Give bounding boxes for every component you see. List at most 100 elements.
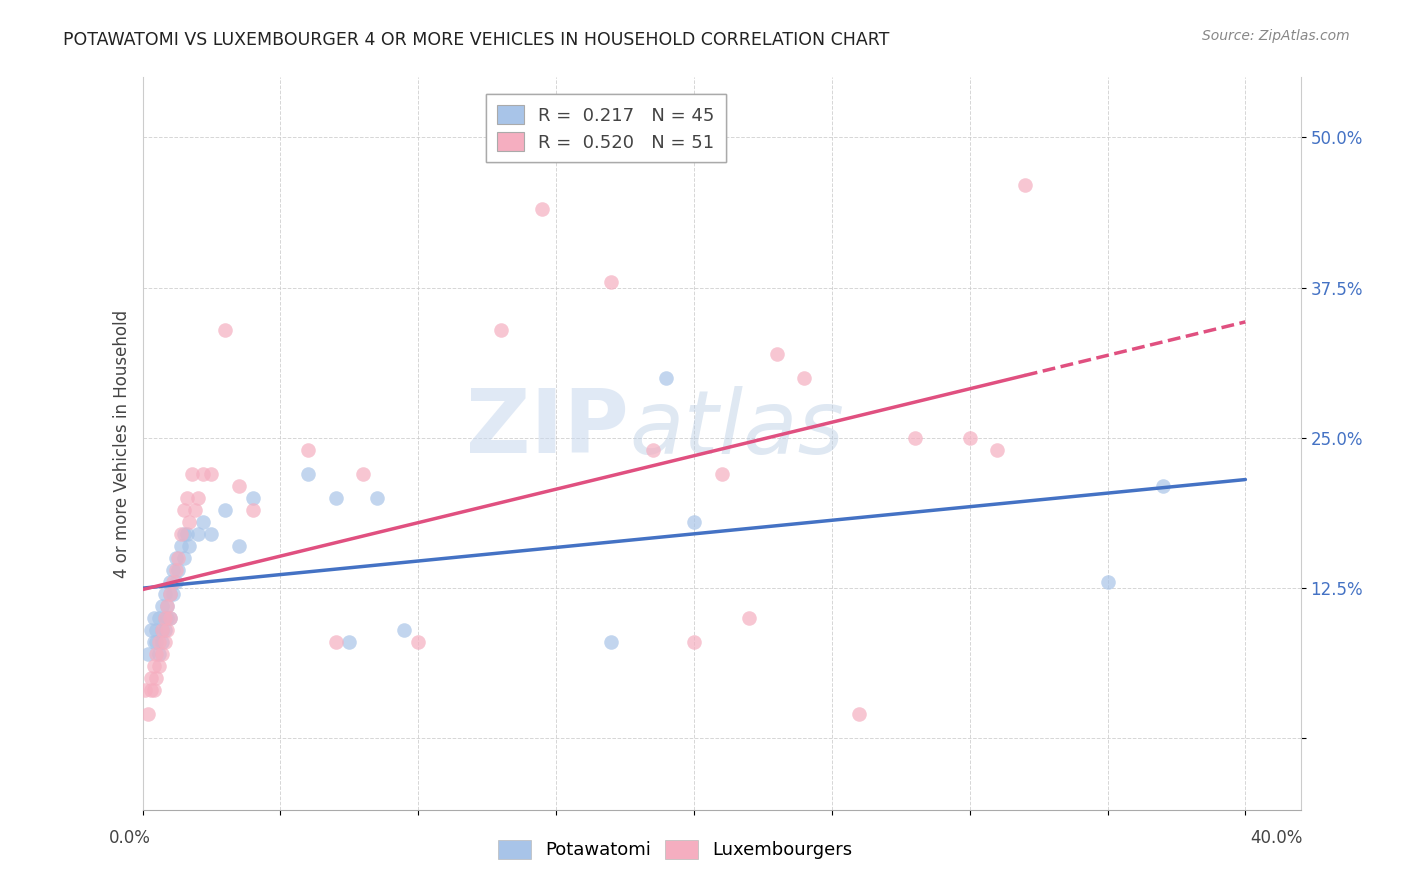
Point [173, 526, 195, 541]
Point [148, 610, 170, 624]
Point [150, 647, 173, 661]
Point [148, 647, 170, 661]
Point [187, 491, 209, 505]
Point [153, 623, 176, 637]
Point [145, 623, 167, 637]
Point [765, 346, 787, 360]
Point [142, 658, 165, 673]
Point [228, 539, 250, 553]
Point [242, 491, 264, 505]
Point [228, 478, 250, 492]
Point [134, 682, 156, 697]
Point [297, 442, 319, 457]
Point [159, 586, 181, 600]
Point [136, 647, 159, 661]
Point [150, 599, 173, 613]
Point [142, 610, 165, 624]
Point [170, 526, 193, 541]
Point [903, 431, 925, 445]
Point [1097, 574, 1119, 589]
Point [297, 467, 319, 481]
Point [153, 586, 176, 600]
Point [531, 202, 554, 217]
Point [181, 467, 204, 481]
Point [325, 634, 347, 648]
Point [325, 491, 347, 505]
Point [136, 706, 159, 721]
Point [193, 515, 215, 529]
Point [600, 275, 623, 289]
Point [156, 623, 179, 637]
Point [793, 370, 815, 384]
Point [170, 539, 193, 553]
Point [173, 502, 195, 516]
Point [214, 502, 236, 516]
Point [142, 682, 165, 697]
Point [200, 467, 222, 481]
Point [145, 647, 167, 661]
Point [179, 539, 201, 553]
Point [145, 671, 167, 685]
Point [156, 599, 179, 613]
Point [406, 634, 429, 648]
Point [738, 610, 761, 624]
Text: Source: ZipAtlas.com: Source: ZipAtlas.com [1202, 29, 1350, 43]
Point [173, 550, 195, 565]
Point [337, 634, 360, 648]
Point [148, 658, 170, 673]
Point [150, 623, 173, 637]
Point [187, 526, 209, 541]
Point [153, 610, 176, 624]
Point [165, 563, 187, 577]
Point [165, 574, 187, 589]
Point [165, 550, 187, 565]
Point [156, 599, 179, 613]
Point [641, 442, 664, 457]
Point [153, 610, 176, 624]
Point [366, 491, 388, 505]
Point [162, 586, 184, 600]
Point [167, 563, 190, 577]
Point [139, 623, 162, 637]
Y-axis label: 4 or more Vehicles in Household: 4 or more Vehicles in Household [114, 310, 131, 578]
Point [176, 491, 198, 505]
Point [683, 634, 706, 648]
Point [145, 634, 167, 648]
Point [710, 467, 733, 481]
Point [179, 515, 201, 529]
Point [167, 550, 190, 565]
Text: POTAWATOMI VS LUXEMBOURGER 4 OR MORE VEHICLES IN HOUSEHOLD CORRELATION CHART: POTAWATOMI VS LUXEMBOURGER 4 OR MORE VEH… [63, 31, 890, 49]
Point [139, 682, 162, 697]
Point [142, 634, 165, 648]
Point [159, 610, 181, 624]
Point [162, 574, 184, 589]
Text: 40.0%: 40.0% [1250, 829, 1303, 847]
Point [176, 526, 198, 541]
Point [394, 623, 416, 637]
Point [959, 431, 981, 445]
Point [1014, 178, 1036, 193]
Point [159, 586, 181, 600]
Text: atlas: atlas [628, 386, 844, 472]
Point [159, 610, 181, 624]
Point [156, 610, 179, 624]
Point [159, 574, 181, 589]
Point [848, 706, 870, 721]
Point [148, 634, 170, 648]
Point [139, 671, 162, 685]
Text: 0.0%: 0.0% [108, 829, 150, 847]
Point [352, 467, 374, 481]
Legend: R =  0.217   N = 45, R =  0.520   N = 51: R = 0.217 N = 45, R = 0.520 N = 51 [486, 94, 725, 162]
Point [1152, 478, 1174, 492]
Point [162, 563, 184, 577]
Text: ZIP: ZIP [467, 385, 628, 473]
Point [200, 526, 222, 541]
Point [242, 502, 264, 516]
Point [600, 634, 623, 648]
Point [214, 322, 236, 336]
Point [150, 623, 173, 637]
Point [193, 467, 215, 481]
Point [150, 634, 173, 648]
Point [986, 442, 1008, 457]
Point [489, 322, 512, 336]
